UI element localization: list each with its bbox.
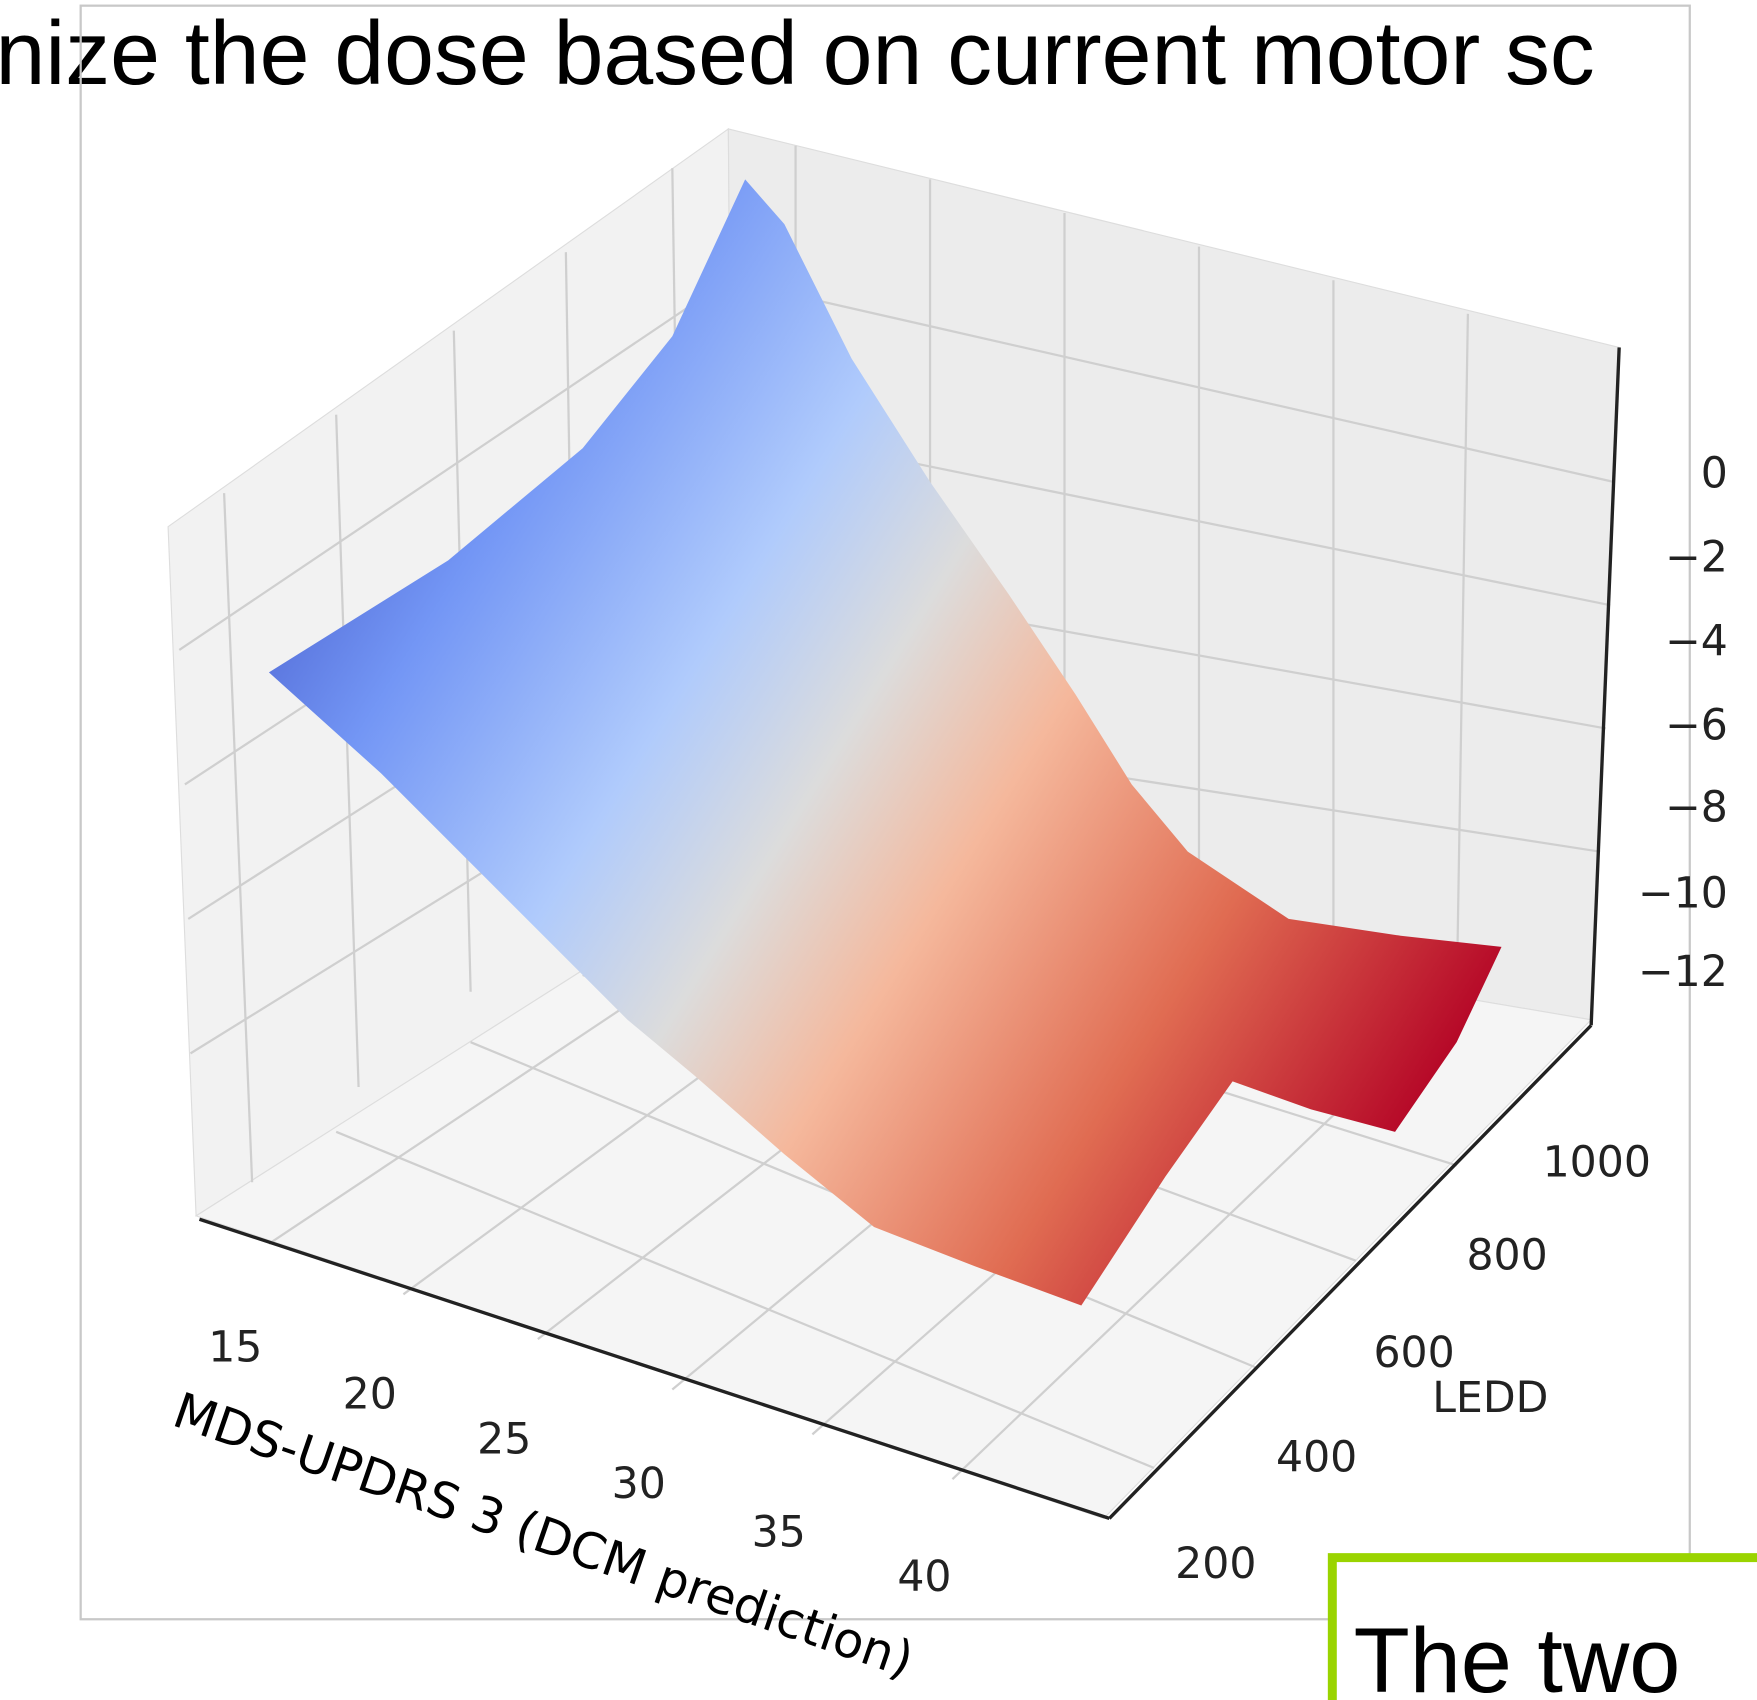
x-tick-label: 20 <box>343 1370 397 1420</box>
ledd-tick-label: 800 <box>1466 1231 1547 1281</box>
x-tick-label: 35 <box>752 1507 806 1557</box>
x-ticks: 15 20 25 30 35 40 <box>208 1323 951 1603</box>
z-tick-label: −2 <box>1665 533 1728 583</box>
z-tick-label: −10 <box>1638 869 1728 919</box>
z-ticks: 0 −2 −4 −6 −8 −10 −12 <box>1638 449 1728 998</box>
z-tick-label: −4 <box>1665 617 1728 667</box>
ledd-tick-label: 1000 <box>1543 1138 1651 1188</box>
ledd-tick-label: 600 <box>1373 1328 1454 1378</box>
x-axis-label: MDS-UPDRS 3 (DCM prediction) <box>166 1381 920 1689</box>
text-box <box>1327 1553 1757 1700</box>
slide-title: nize the dose based on current motor sc <box>0 3 1595 103</box>
x-tick-label: 40 <box>897 1552 951 1602</box>
z-tick-label: −8 <box>1665 782 1728 832</box>
ledd-tick-label: 200 <box>1175 1539 1256 1589</box>
z-tick-label: 0 <box>1701 449 1728 499</box>
ledd-ticks: 1000 800 600 400 200 LEDD <box>1175 1138 1651 1589</box>
surface <box>268 179 1502 1306</box>
x-tick-label: 30 <box>612 1459 666 1509</box>
axis-lines <box>198 347 1621 1520</box>
z-tick-label: −12 <box>1638 947 1728 997</box>
ledd-axis-label: LEDD <box>1432 1373 1548 1423</box>
ledd-tick-label: 400 <box>1276 1432 1357 1482</box>
z-tick-label: −6 <box>1665 701 1728 751</box>
x-tick-label: 25 <box>477 1414 531 1464</box>
text-box-text: The two <box>1354 1610 1681 1700</box>
figure-frame <box>79 4 1691 1621</box>
x-tick-label: 15 <box>208 1323 262 1373</box>
